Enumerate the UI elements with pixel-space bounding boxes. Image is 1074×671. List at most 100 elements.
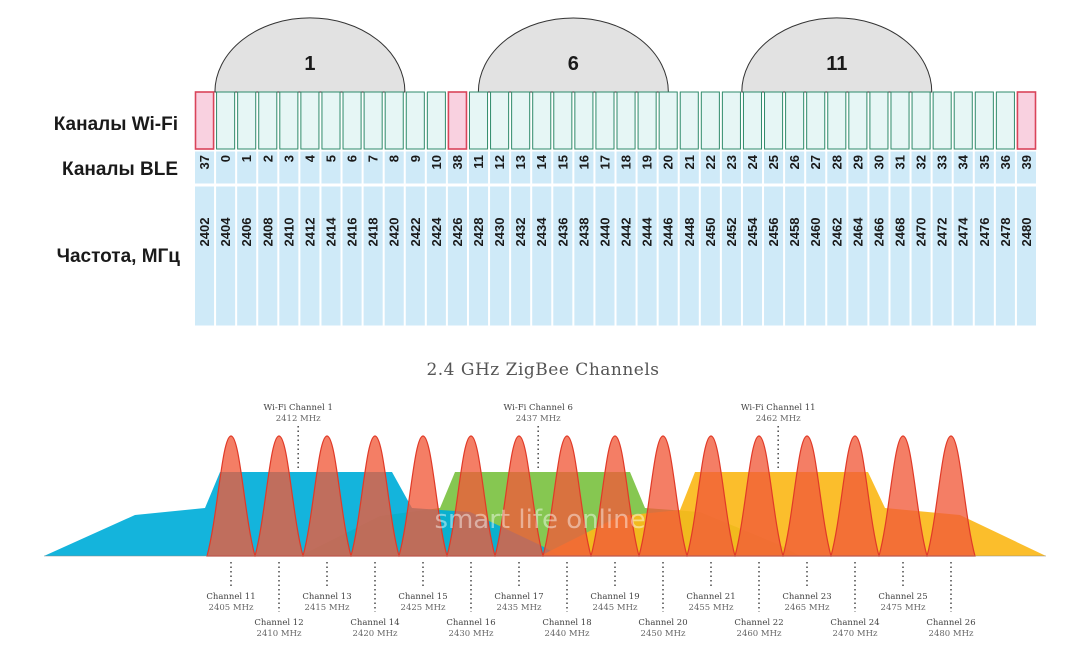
freq-row-label: Частота, МГц [57, 246, 181, 267]
wifi-cell [827, 91, 847, 150]
zigbee-channel-freq: 2435 MHz [497, 603, 542, 613]
ble-cell [194, 150, 216, 185]
wifi-cell [806, 91, 826, 150]
wifi-channel-freq: 2462 MHz [756, 414, 801, 424]
zigbee-peak [782, 435, 832, 557]
frequency-value: 2464 [850, 217, 865, 247]
frequency-row: 2402 2404 2406 2408 2410 2412 2414 2416 2418 2420… [194, 185, 1037, 327]
zigbee-channel-label: Channel 21 [686, 592, 735, 602]
frequency-value: 2466 [871, 218, 886, 247]
ble-cell [720, 150, 742, 185]
wifi-cell [342, 91, 362, 150]
wifi-cell [616, 91, 636, 150]
ble-cell [383, 150, 405, 185]
wifi-arc-1 [214, 17, 406, 93]
wifi-cell [216, 91, 236, 150]
ble-cell [678, 150, 700, 185]
ble-channel-number: 26 [787, 155, 802, 169]
frequency-value: 2436 [555, 218, 570, 247]
ble-cell [215, 150, 237, 185]
freq-cell [341, 185, 363, 327]
ble-cell [404, 150, 426, 185]
ble-cell [467, 150, 490, 185]
ble-cell [973, 150, 995, 185]
frequency-value: 2422 [408, 218, 423, 247]
zigbee-peaks [206, 435, 976, 557]
frequency-value: 2430 [492, 218, 507, 247]
frequency-value: 2406 [239, 218, 254, 247]
zigbee-channel-diagram: 2.4 GHz ZigBee Channels Wi-Fi Channel 12… [44, 360, 1046, 639]
ble-channel-number: 31 [893, 155, 908, 169]
ble-channel-number: 18 [619, 155, 634, 169]
ble-channel-number: 0 [218, 155, 233, 162]
ble-channel-number: 6 [345, 155, 360, 162]
wifi-cell [321, 91, 341, 150]
ble-row-label: Каналы BLE [62, 159, 178, 180]
wifi-arc-label: 6 [568, 53, 579, 75]
freq-cell [278, 185, 300, 327]
ble-channel-number: 13 [513, 155, 528, 169]
freq-cell [552, 185, 574, 327]
zigbee-channel-freq: 2405 MHz [209, 603, 254, 613]
advertising-cell [194, 91, 215, 150]
zigbee-channel-freq: 2470 MHz [833, 629, 878, 639]
frequency-value: 2404 [218, 217, 233, 247]
wifi-row-label: Каналы Wi-Fi [54, 114, 178, 135]
frequency-value: 2446 [661, 218, 676, 247]
zigbee-channel-label: Channel 12 [254, 618, 303, 628]
zigbee-channel-label: Channel 26 [926, 618, 975, 628]
wifi-cell [742, 91, 763, 150]
zigbee-peak [398, 435, 448, 557]
wifi-channel-row [194, 91, 1037, 150]
ble-channel-number: 24 [745, 154, 760, 169]
frequency-value: 2416 [345, 218, 360, 247]
zigbee-channel-label: Channel 16 [446, 618, 495, 628]
frequency-value: 2410 [281, 218, 296, 247]
frequency-value: 2480 [1019, 218, 1034, 247]
ble-channel-number: 28 [829, 155, 844, 169]
advertising-cell [447, 91, 468, 150]
ble-cell [1015, 150, 1037, 185]
zigbee-channel-freq: 2410 MHz [257, 629, 302, 639]
wifi-cell [721, 91, 741, 150]
ble-channel-number: 22 [703, 155, 718, 169]
zigbee-channel-freq: 2440 MHz [545, 629, 590, 639]
zigbee-peak [494, 435, 544, 557]
zigbee-channel-freq: 2465 MHz [785, 603, 830, 613]
wifi-cell [974, 91, 994, 150]
ble-channel-number: 2 [260, 155, 275, 162]
ble-cell [425, 150, 447, 185]
wifi-arc-11 [741, 17, 933, 93]
wifi-channel-arcs: 1 6 11 [214, 17, 933, 93]
zigbee-peak [446, 435, 496, 557]
ble-cell [952, 150, 974, 185]
zigbee-channel-freq: 2425 MHz [401, 603, 446, 613]
zigbee-channel-label: Channel 22 [734, 618, 783, 628]
wifi-cell [553, 91, 573, 150]
ble-channel-number: 20 [661, 155, 676, 169]
ble-channel-number: 17 [597, 155, 612, 169]
zigbee-peak [254, 435, 304, 557]
frequency-value: 2424 [429, 217, 444, 247]
frequency-value: 2402 [197, 218, 212, 247]
ble-channel-number: 25 [766, 155, 781, 169]
freq-cell [741, 185, 764, 327]
freq-cell [826, 185, 848, 327]
freq-cell [615, 185, 637, 327]
frequency-value: 2476 [977, 218, 992, 247]
wifi-cell [658, 91, 678, 150]
ble-channel-number: 11 [471, 155, 486, 169]
freq-cell [994, 185, 1016, 327]
watermark-text: smart life online [434, 505, 645, 535]
freq-cell [720, 185, 742, 327]
frequency-value: 2432 [513, 218, 528, 247]
freq-cell [910, 185, 932, 327]
frequency-value: 2438 [576, 218, 591, 247]
ble-channel-number: 10 [429, 155, 444, 169]
zigbee-channel-label: Channel 18 [542, 618, 591, 628]
ble-cell [594, 150, 616, 185]
freq-cell [236, 185, 258, 327]
wifi-channel-label: Wi-Fi Channel 11 [741, 403, 816, 413]
ble-cell [636, 150, 658, 185]
